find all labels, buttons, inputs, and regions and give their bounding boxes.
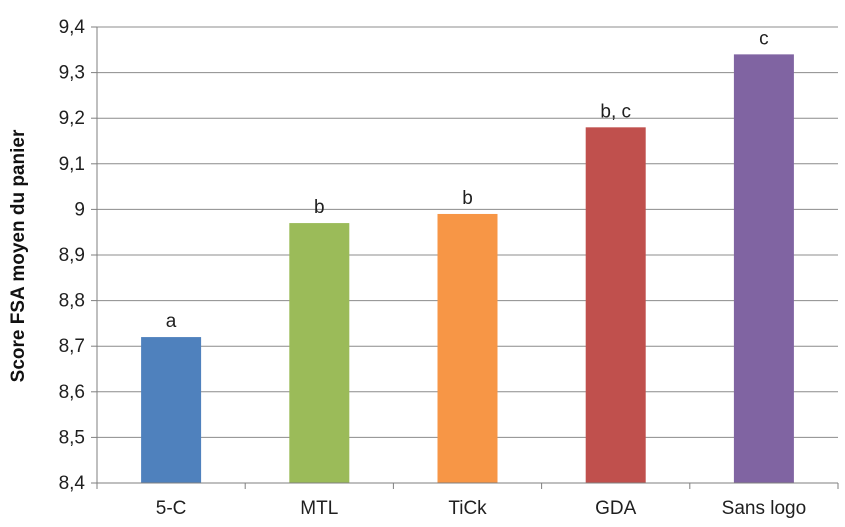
bar-5-c xyxy=(141,337,202,483)
y-tick-label: 9,2 xyxy=(59,108,85,129)
y-tick-label: 8,7 xyxy=(59,336,85,357)
y-tick-label: 9,1 xyxy=(59,154,85,175)
y-tick-label: 8,9 xyxy=(59,245,85,266)
y-tick-label: 8,8 xyxy=(59,291,85,312)
bars xyxy=(141,54,794,484)
y-tick-label: 8,4 xyxy=(59,473,86,494)
significance-label: a xyxy=(166,311,177,332)
y-tick-label: 9,3 xyxy=(59,63,85,84)
bar-tick xyxy=(437,213,498,483)
y-tick-label: 9,4 xyxy=(59,17,86,38)
y-tick-label: 8,6 xyxy=(59,382,85,403)
bar-gda xyxy=(585,127,646,483)
significance-label: c xyxy=(759,28,769,49)
y-tick-label: 9 xyxy=(74,199,85,220)
category-label: 5-C xyxy=(156,498,187,519)
significance-label: b, c xyxy=(600,101,631,122)
y-tick-label: 8,5 xyxy=(59,427,85,448)
category-label: Sans logo xyxy=(722,498,807,519)
significance-label: b xyxy=(462,188,473,209)
bar-sans-logo xyxy=(733,54,794,484)
category-label: TiCk xyxy=(448,498,487,519)
significance-label: b xyxy=(314,197,325,218)
labels: 8,4 8,5 8,6 8,7 8,8 8,9 9 9,1 9,2 9,3 9,4 a 5-C b MTL b… xyxy=(59,17,807,519)
category-label: MTL xyxy=(300,498,338,519)
bar-mtl xyxy=(289,223,350,483)
y-axis-title: Score FSA moyen du panier xyxy=(8,129,29,382)
axes xyxy=(91,26,839,489)
category-label: GDA xyxy=(595,498,637,519)
